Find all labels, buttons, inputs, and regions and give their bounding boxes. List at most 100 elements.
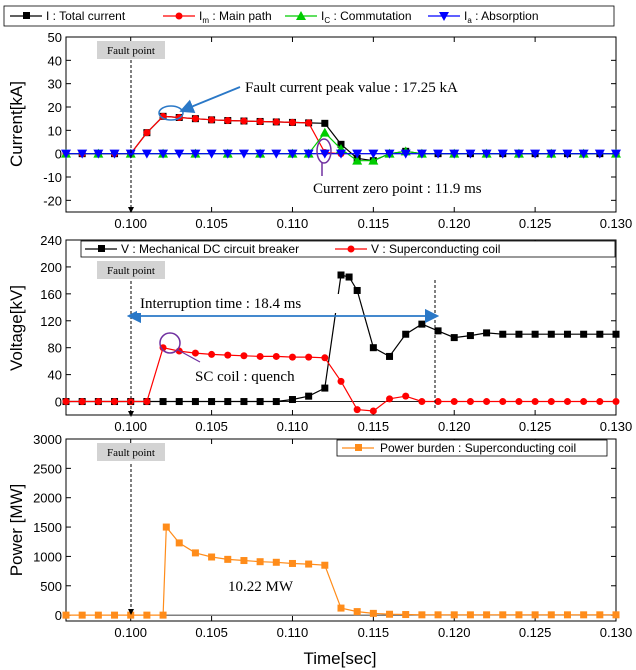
voltage-series-1-point: [531, 398, 539, 406]
voltage-series-0-point: [288, 396, 296, 404]
voltage-series-1-point: [240, 352, 248, 360]
voltage-series-1-point: [78, 398, 86, 406]
power-y-tick-label: 2500: [33, 461, 62, 476]
current-series-3-point: [238, 149, 249, 159]
current-x-tick-label: 0.125: [519, 216, 552, 231]
interruption-label-bg: [137, 294, 349, 313]
peak-arrow: [179, 86, 241, 113]
voltage-plot-frame: [65, 239, 617, 416]
voltage-series-1-point: [450, 398, 458, 406]
current-series-1-point: [288, 118, 296, 126]
current-series-3-point: [125, 149, 136, 159]
legend-main-path: Im : Main path: [199, 9, 272, 25]
current-plot-frame: [65, 36, 617, 213]
power-series-0-point: [272, 558, 280, 566]
power-x-tick-label: 0.105: [195, 625, 228, 640]
voltage-series-1-point: [288, 353, 296, 361]
voltage-series-1-point: [580, 398, 588, 406]
current-x-tick-label: 0.130: [600, 216, 633, 231]
voltage-series-0-point: [418, 320, 426, 328]
power-series-0-point: [563, 611, 571, 619]
power-series-0-point: [418, 611, 426, 619]
voltage-series-0-point: [434, 327, 442, 335]
current-x-tick-label: 0.110: [277, 216, 309, 231]
power-series-0-point: [127, 611, 135, 619]
power-series-0-point: [547, 611, 555, 619]
zero-annotation: Current zero point : 11.9 ms: [313, 181, 482, 197]
power-y-tick-label: 1000: [33, 549, 62, 564]
voltage-series-0-point: [208, 398, 216, 406]
voltage-series-0-point: [191, 398, 199, 406]
voltage-series-1-point: [466, 398, 474, 406]
power-series-0-point: [515, 611, 523, 619]
power-series-0-point: [499, 611, 507, 619]
power-y-tick-label: 1500: [33, 520, 62, 535]
current-series-3-point: [465, 149, 476, 159]
current-series-0-point: [321, 119, 329, 127]
voltage-series-1-point: [596, 398, 604, 406]
voltage-series-0-point: [240, 398, 248, 406]
voltage-series-1-point: [402, 392, 410, 400]
current-series-3-point: [400, 149, 411, 159]
current-series-3-point: [416, 149, 427, 159]
voltage-series-1-point: [321, 354, 329, 362]
power-x-tick-label: 0.130: [600, 625, 633, 640]
current-series-3-point: [271, 149, 282, 159]
power-series-0-point: [78, 611, 86, 619]
current-legend: I : Total current Im : Main path IC : Co…: [10, 9, 539, 25]
interruption-annotation: Interruption time : 18.4 ms: [140, 296, 301, 312]
quench-annotation: SC coil : quench: [195, 369, 295, 385]
current-series-3-point: [174, 149, 185, 159]
current-series-3-point: [368, 149, 379, 159]
current-series-1-point: [240, 117, 248, 125]
voltage-series-0-point: [224, 398, 232, 406]
current-y-tick-label: 40: [48, 53, 62, 68]
power-series-0-point: [240, 557, 248, 565]
current-x-tick-label: 0.115: [358, 216, 390, 231]
power-x-tick-label: 0.100: [114, 625, 147, 640]
current-series-2-point: [319, 127, 330, 137]
power-x-tick-label: 0.115: [358, 625, 390, 640]
voltage-series: [62, 271, 620, 415]
voltage-series-1-point: [256, 352, 264, 360]
quench-pointer: [177, 349, 201, 363]
power-series-0-point: [256, 558, 264, 566]
power-series-0-point: [288, 559, 296, 567]
voltage-y-tick-label: 240: [40, 233, 62, 248]
voltage-series-1-point: [143, 398, 151, 406]
voltage-series-1-point: [515, 398, 523, 406]
power-y-tick-label: 3000: [33, 432, 62, 447]
current-panel: -20 -10 0 10 20 30 40 50 0.100 0.105 0.110 0.115 0.1…: [3, 5, 633, 231]
peak-annotation: Fault current peak value : 17.25 kA: [245, 80, 458, 96]
current-y-tick-label: -10: [43, 170, 62, 185]
current-series-1-point: [143, 129, 151, 137]
voltage-series-1-point: [191, 349, 199, 357]
power-axes: 0 500 1000 1500 2000 2500 3000 0.100 0.105 0.110 0…: [33, 432, 632, 640]
power-series-0-point: [62, 611, 70, 619]
current-series-1-point: [272, 118, 280, 126]
voltage-y-tick-label: 0: [55, 395, 62, 410]
voltage-series-1-point: [369, 407, 377, 415]
voltage-x-tick-label: 0.130: [600, 419, 633, 434]
voltage-series-1-point: [224, 351, 232, 359]
current-series-1-point: [159, 112, 167, 120]
legend-superconducting-coil: V : Superconducting coil: [371, 242, 500, 256]
voltage-series-1-point: [111, 398, 119, 406]
power-panel: 0 500 1000 1500 2000 2500 3000 0.100 0.105 0.110 0…: [7, 432, 632, 668]
current-series-3-point: [530, 149, 541, 159]
power-series-0-point: [305, 560, 313, 568]
current-series-3-point: [61, 149, 71, 159]
current-series-1-line: [66, 115, 342, 155]
voltage-series-0-point: [483, 329, 491, 337]
power-y-tick-label: 500: [40, 579, 62, 594]
power-x-label: Time[sec]: [303, 649, 376, 668]
voltage-x-tick-label: 0.110: [277, 419, 309, 434]
voltage-series-0-point: [305, 392, 313, 400]
power-series-0-point: [402, 611, 410, 619]
voltage-series-1-point: [62, 398, 70, 406]
current-series-3-point: [336, 149, 346, 159]
current-series-3-point: [481, 149, 492, 159]
legend-mechanical-breaker: V : Mechanical DC circuit breaker: [121, 242, 299, 256]
voltage-series-0-point: [531, 330, 539, 338]
